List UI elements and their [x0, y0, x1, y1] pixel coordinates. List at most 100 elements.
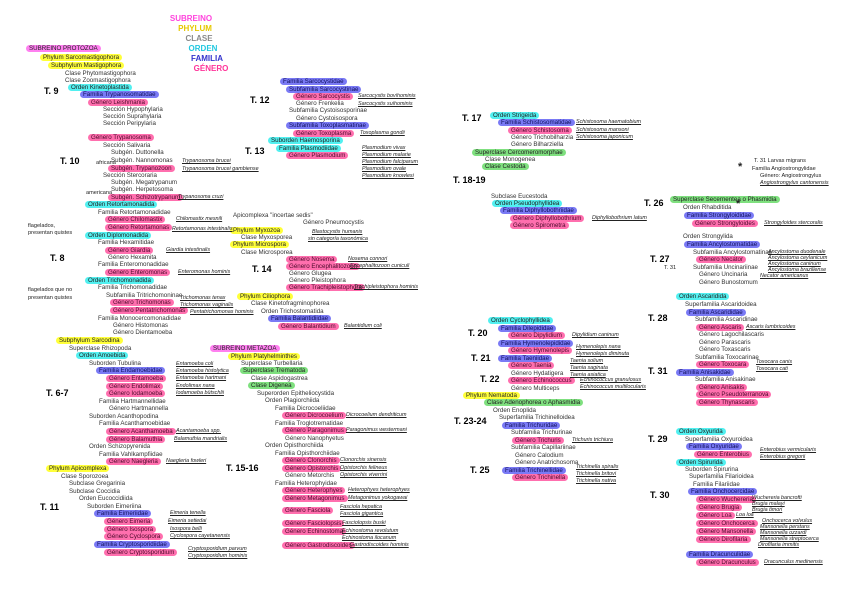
- taxon-label: Subgén. Herpetosoma: [111, 186, 173, 193]
- annotation-note: americana: [86, 190, 113, 196]
- species-name: Necator americanus: [760, 273, 809, 279]
- taxon-label: Phylum Apicomplexa: [46, 465, 110, 472]
- topic-label-t67: T. 6-7: [46, 388, 69, 398]
- taxon-label: Orden Schizopyrenida: [89, 443, 151, 450]
- taxon-label: Orden Retortamonadida: [85, 201, 158, 208]
- species-name: Enteromonas hominis: [178, 269, 231, 275]
- species-name: Nosema connori: [348, 256, 388, 262]
- species-name: Eimeria setiedai: [168, 518, 207, 524]
- taxon-label: Sección Suprahylaria: [103, 113, 162, 120]
- taxon-label: Suborden Spirurina: [685, 466, 739, 473]
- species-name: Mansonella perstans: [760, 524, 810, 530]
- taxon-label: Superclase Secernentea o Phasmidia: [670, 196, 780, 203]
- species-name: Enterobius gregorii: [760, 454, 806, 460]
- species-name: Clonorchis sinensis: [340, 457, 387, 463]
- taxon-label: Género Eimeria: [104, 518, 154, 525]
- taxon-label: Familia Ancylostomatidae: [684, 241, 761, 248]
- taxon-label: Género Trypanosoma: [88, 134, 154, 141]
- taxon-label: Género Dracunculus: [696, 559, 759, 566]
- species-name: Entamoeba hartmani: [176, 375, 227, 381]
- annotation-note: flagelados,: [28, 223, 56, 229]
- taxon-label: Género Enteromonas: [105, 269, 171, 276]
- topic-label-t2324: T. 23-24: [454, 416, 487, 426]
- taxon-label: Familia Trichuridae: [502, 422, 561, 429]
- annotation-note: presentan quistes: [28, 295, 73, 301]
- taxon-label: Género Metorchis: [285, 472, 335, 479]
- taxon-label: Familia Enteromonadidae: [98, 261, 169, 268]
- taxon-label: Género Ascaris: [696, 324, 745, 331]
- species-name: Fasciola hepatica: [340, 504, 382, 510]
- taxon-label: Clase Digenea: [248, 382, 295, 389]
- species-name: Taenia solium: [570, 358, 604, 364]
- taxon-label: Superclase Trematoda: [240, 367, 309, 374]
- taxon-label: Clase Aspidogastrea: [251, 375, 308, 382]
- taxon-label: Subgén. Trypanozoon: [108, 165, 175, 172]
- species-name: Dirofilaria immitis: [758, 542, 800, 548]
- taxon-label: Género Brugia: [696, 504, 743, 511]
- topic-label-t12: T. 12: [250, 95, 270, 105]
- taxon-label: Género Encephalitozoon: [286, 263, 361, 270]
- taxon-label: Familia Onchocercidae: [688, 488, 758, 495]
- taxon-label: Género Frenkelia: [296, 100, 344, 107]
- legend-entry: GÉNERO: [193, 64, 229, 73]
- taxon-label: Orden Oxyurida: [676, 428, 726, 435]
- taxon-label: Género Lagochilascaris: [699, 331, 765, 338]
- taxon-label: Orden Opisthorchiida: [265, 442, 324, 449]
- species-name: Fasciola gigantica: [340, 511, 384, 517]
- taxon-label: Familia Dicrocoeliidae: [275, 405, 336, 412]
- species-name: Hymenolepis nana: [576, 344, 621, 350]
- species-name: Dicrocoelium dendriticum: [346, 412, 407, 418]
- taxon-label: Género Echinostoma: [282, 528, 347, 535]
- taxon-label: Género Trichinella: [512, 474, 569, 481]
- taxon-label: Subgén. Schizotrypanum: [108, 194, 184, 201]
- taxon-label: Familia Diphyllobothriidae: [500, 207, 577, 214]
- taxon-label: Familia Acanthamoebidae: [99, 420, 171, 427]
- species-name: Pentatrichomonas hominis: [190, 309, 254, 315]
- taxon-label: Género Iodamoeba: [106, 390, 166, 397]
- species-name: Eimeria tenella: [170, 510, 206, 516]
- species-name: Schistosoma haematobium: [576, 119, 642, 125]
- taxon-label: Género Toxoplasma: [293, 130, 355, 137]
- taxon-label: Género Necator: [696, 256, 747, 263]
- taxon-label: Superclase Rhizopoda: [69, 345, 132, 352]
- larvas-migrans-star: *: [738, 161, 743, 173]
- larvas-migrans-gen: Género: Angiostrongylus: [760, 173, 822, 179]
- topic-label-t13: T. 13: [245, 146, 265, 156]
- species-name: Trichinella spiralis: [576, 464, 619, 470]
- taxon-label: Género Nosema: [286, 256, 338, 263]
- taxon-label: Subclase Eucestoda: [491, 193, 548, 200]
- taxon-label: Subphylum Sarcodina: [56, 337, 123, 344]
- taxon-label: Género Plasmodium: [286, 152, 349, 159]
- taxon-label: Género Dientamoeba: [113, 329, 173, 336]
- taxon-label: Género Echinococcus: [508, 377, 575, 384]
- species-name: Mansonella ozzardi: [760, 530, 807, 536]
- taxon-label: Clase Zoomastigophora: [65, 77, 131, 84]
- species-name: Plasmodium vivax: [362, 145, 406, 151]
- topic-label-t8: T. 8: [50, 253, 65, 263]
- larvas-migrans-sp: Angiostrongylus cantonensis: [760, 180, 829, 186]
- species-name: Enterobius vermicularis: [760, 447, 817, 453]
- taxon-label: Familia Opisthorchiidae: [275, 450, 340, 457]
- species-name: Encephalitozoon cuniculi: [350, 263, 410, 269]
- taxon-label: Orden Trichostomatida: [261, 308, 324, 315]
- topic-label-t28: T. 28: [648, 313, 668, 323]
- taxon-label: Género Pentatrichomonas: [110, 307, 189, 314]
- taxon-label: Subfamilia Capillariinae: [511, 444, 576, 451]
- taxon-label: Orden Enoplida: [493, 407, 536, 414]
- species-name: Dipylidium caninum: [572, 332, 619, 338]
- taxon-label: Suborden Tubulina: [89, 360, 141, 367]
- taxon-label: Subfamilia Toxoplasmatinae: [286, 122, 369, 129]
- annotation-note: flagelados que no: [28, 287, 73, 293]
- taxon-label: Género Endolimax: [106, 383, 164, 390]
- taxon-label: Género Giardia: [105, 247, 154, 254]
- taxon-label: Subfamilia Toxocarinae: [695, 354, 759, 361]
- taxon-label: Familia Trichomonadidae: [98, 284, 168, 291]
- taxon-label: Género Opistorchis: [282, 465, 342, 472]
- taxon-label: Superfamilia Filarioidea: [689, 473, 754, 480]
- taxon-label: Familia Retortamonadidae: [98, 209, 171, 216]
- taxon-label: Género Entamoeba: [106, 375, 167, 382]
- species-name: Iodamoeba bütschlii: [176, 390, 224, 396]
- taxon-label: Clase Monogenea: [485, 156, 536, 163]
- taxon-label: Subclase Gregarinia: [69, 480, 126, 487]
- taxon-label: Género Hydatigera: [511, 370, 564, 377]
